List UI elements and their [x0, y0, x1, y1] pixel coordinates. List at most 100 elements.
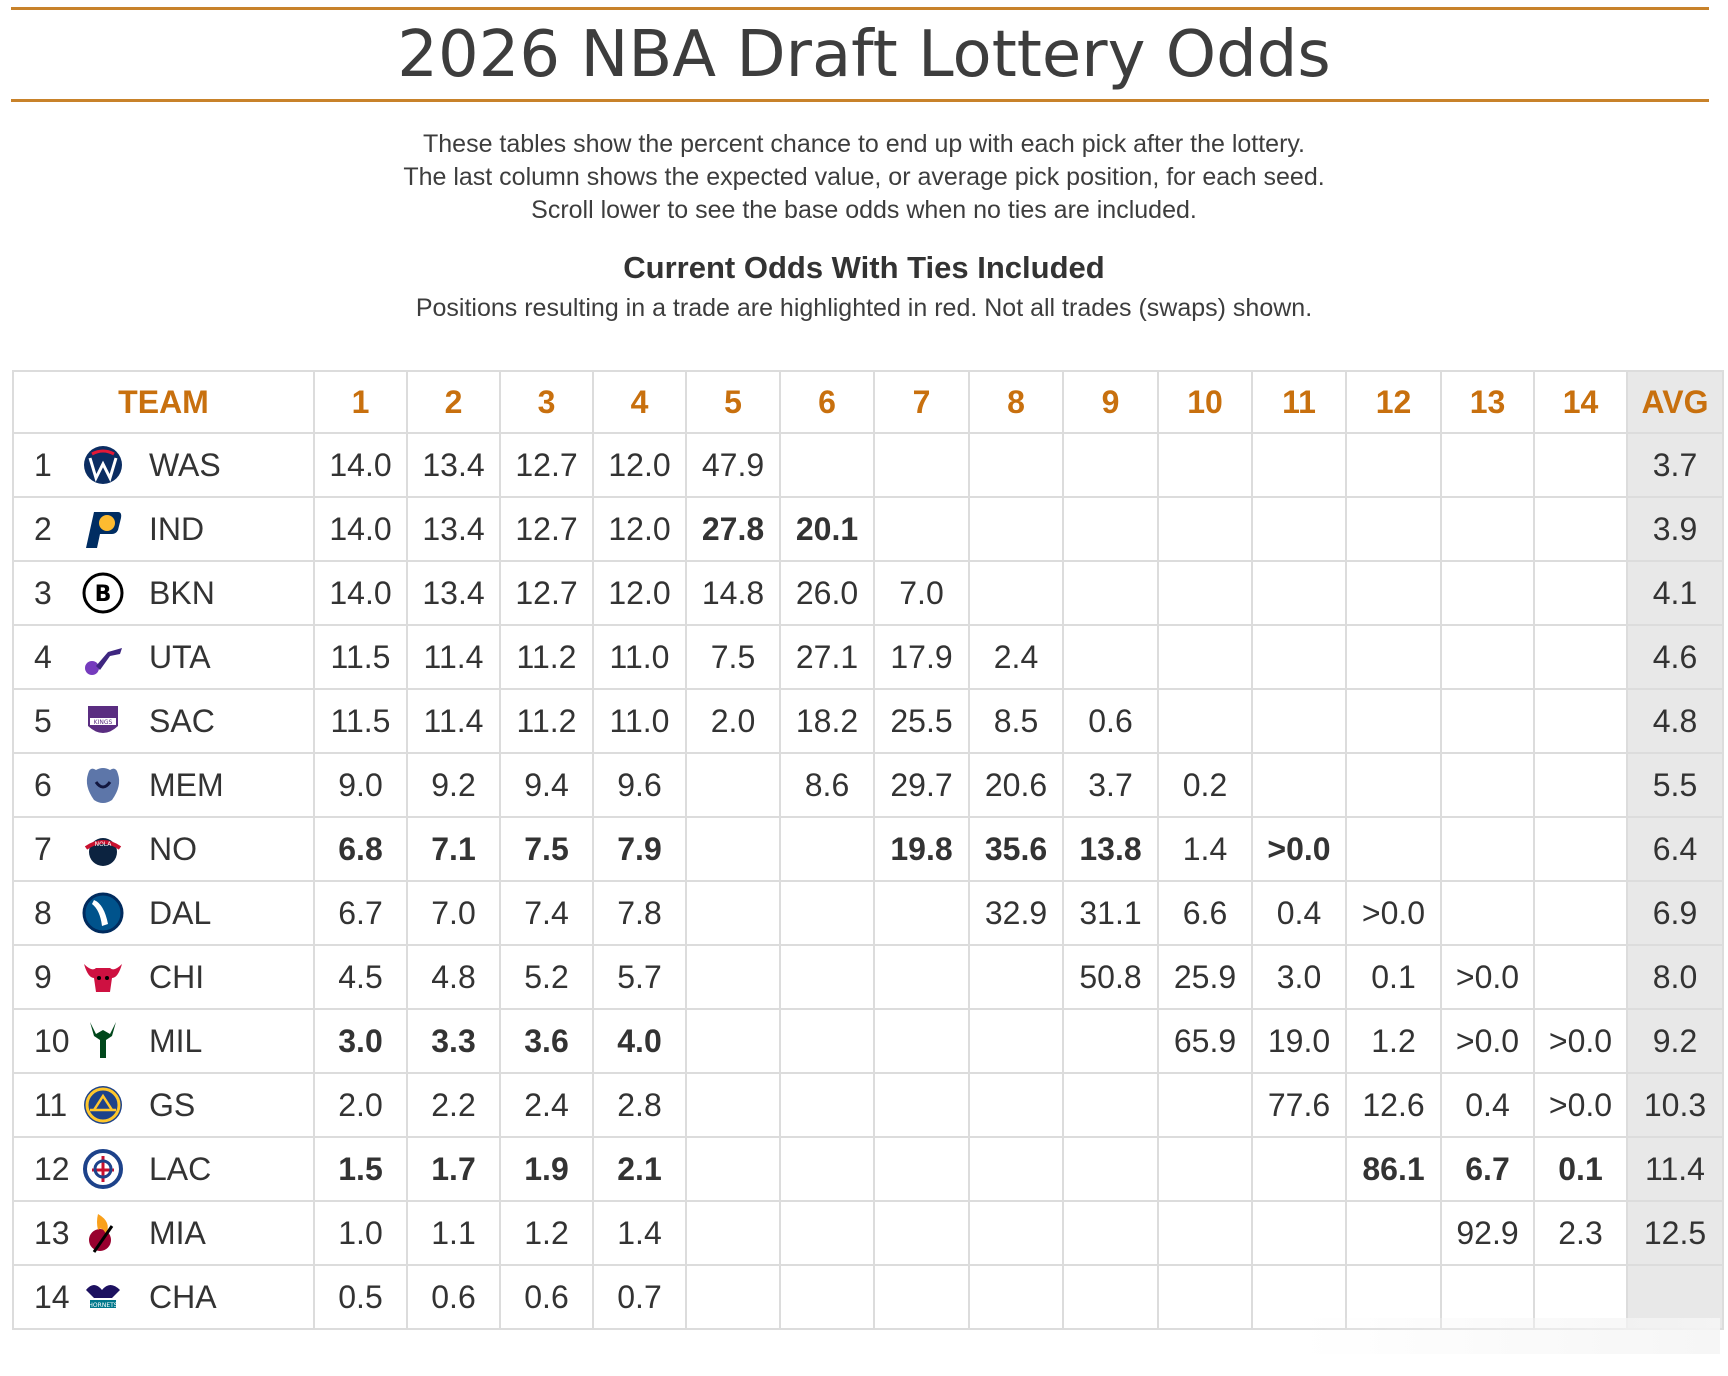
pick-odds-cell [779, 1136, 875, 1202]
pick-odds-cell: 25.5 [873, 688, 970, 754]
pick-odds-cell [1440, 624, 1535, 690]
pick-odds-cell [1533, 496, 1628, 562]
pick-odds-cell: 1.5 [313, 1136, 408, 1202]
pick-odds-cell: 6.7 [1440, 1136, 1535, 1202]
pick-odds-cell: 1.9 [499, 1136, 594, 1202]
seed-number: 9 [34, 958, 52, 995]
pick-odds-cell: 12.0 [592, 560, 687, 626]
team-info: 14 HORNETS CHA [14, 1266, 313, 1328]
pick-odds-cell [779, 880, 875, 946]
pick-odds-cell: 25.9 [1157, 944, 1253, 1010]
pick-odds-cell: 6.7 [313, 880, 408, 946]
team-abbr: NO [149, 830, 197, 867]
pick-odds-cell [1062, 1264, 1159, 1330]
pick-odds-cell: 2.3 [1533, 1200, 1628, 1266]
team-cell: 5 KINGS SAC [12, 688, 315, 754]
pick-odds-cell: 3.6 [499, 1008, 594, 1074]
pick-odds-cell [1440, 560, 1535, 626]
pick-odds-cell [873, 1008, 970, 1074]
pick-odds-cell: 27.8 [685, 496, 781, 562]
heat-logo-icon [79, 1209, 127, 1257]
pick-odds-cell: 0.1 [1345, 944, 1442, 1010]
pick-odds-cell: 3.0 [1251, 944, 1347, 1010]
team-cell: 7 NOLA NO [12, 816, 315, 882]
pick-odds-cell: 11.4 [406, 624, 501, 690]
seed-number: 5 [34, 702, 52, 739]
pick-odds-cell: 29.7 [873, 752, 970, 818]
avg-pick-cell: 5.5 [1626, 752, 1724, 818]
avg-pick-cell: 6.9 [1626, 880, 1724, 946]
seed-number: 3 [34, 574, 52, 611]
pick-odds-cell: 5.7 [592, 944, 687, 1010]
pick-header: 4 [592, 370, 687, 434]
team-row-was: 1 WAS 14.0 13.4 12.7 12.0 47.9 3.7 [12, 432, 1724, 498]
pick-odds-cell [1345, 1200, 1442, 1266]
team-cell: 6 MEM [12, 752, 315, 818]
pick-odds-cell [1533, 944, 1628, 1010]
pick-odds-cell: 12.7 [499, 432, 594, 498]
pick-odds-cell: 35.6 [968, 816, 1064, 882]
pick-odds-cell: 17.9 [873, 624, 970, 690]
pick-odds-cell [1440, 688, 1535, 754]
team-row-dal: 8 DAL 6.7 7.0 7.4 7.8 32.9 31.1 6.6 0.4 >0.0 6.9 [12, 880, 1724, 946]
pick-odds-cell: 14.8 [685, 560, 781, 626]
team-info: 9 CHI [14, 946, 313, 1008]
team-abbr: CHA [149, 1278, 217, 1315]
pick-odds-cell: 12.0 [592, 496, 687, 562]
team-info: 8 DAL [14, 882, 313, 944]
pick-header: 13 [1440, 370, 1535, 434]
pick-odds-cell [685, 1264, 781, 1330]
pick-odds-cell [1345, 496, 1442, 562]
team-info: 11 GS [14, 1074, 313, 1136]
pick-odds-cell: 0.1 [1533, 1136, 1628, 1202]
pick-odds-cell [1533, 432, 1628, 498]
pick-odds-cell: 13.8 [1062, 816, 1159, 882]
seed-number: 1 [34, 446, 52, 483]
pick-odds-cell [779, 1072, 875, 1138]
avg-pick-cell: 8.0 [1626, 944, 1724, 1010]
pick-odds-cell: 2.0 [313, 1072, 408, 1138]
pick-odds-cell: 50.8 [1062, 944, 1159, 1010]
team-abbr: SAC [149, 702, 215, 739]
pick-odds-cell [1157, 432, 1253, 498]
team-row-no: 7 NOLA NO 6.8 7.1 7.5 7.9 19.8 35.6 13.8 1.4 >0.0 6.… [12, 816, 1724, 882]
team-abbr: MIA [149, 1214, 206, 1251]
pick-odds-cell [1251, 432, 1347, 498]
team-row-mia: 13 MIA 1.0 1.1 1.2 1.4 92.9 2.3 12.5 [12, 1200, 1724, 1266]
pick-header: 2 [406, 370, 501, 434]
pick-header: 6 [779, 370, 875, 434]
pick-odds-cell [779, 1008, 875, 1074]
pick-odds-cell [968, 944, 1064, 1010]
pick-odds-cell: 77.6 [1251, 1072, 1347, 1138]
wizards-logo-icon [79, 441, 127, 489]
pick-odds-cell [1440, 816, 1535, 882]
team-header: TEAM [12, 370, 315, 434]
pick-odds-cell: 14.0 [313, 496, 408, 562]
hornets-logo-icon: HORNETS [79, 1273, 127, 1321]
team-abbr: CHI [149, 958, 205, 995]
svg-text:NOLA: NOLA [95, 841, 113, 848]
pick-header: 14 [1533, 370, 1628, 434]
pick-header: 7 [873, 370, 970, 434]
pick-odds-cell: >0.0 [1345, 880, 1442, 946]
team-row-mil: 10 MIL 3.0 3.3 3.6 4.0 65.9 19.0 1.2 >0.0 >0.0 9.2 [12, 1008, 1724, 1074]
pick-odds-cell: 1.2 [499, 1200, 594, 1266]
avg-pick-cell: 4.6 [1626, 624, 1724, 690]
pick-odds-cell [685, 944, 781, 1010]
pick-odds-cell [1251, 1136, 1347, 1202]
team-cell: 8 DAL [12, 880, 315, 946]
svg-text:B: B [95, 582, 112, 607]
pick-odds-cell: 14.0 [313, 432, 408, 498]
seed-number: 2 [34, 510, 52, 547]
pick-odds-cell: 7.1 [406, 816, 501, 882]
pick-odds-cell: 2.2 [406, 1072, 501, 1138]
team-info: 13 MIA [14, 1202, 313, 1264]
avg-pick-cell: 9.2 [1626, 1008, 1724, 1074]
pick-odds-cell [779, 1264, 875, 1330]
pick-header: 11 [1251, 370, 1347, 434]
pick-odds-cell: 12.7 [499, 560, 594, 626]
pick-odds-cell [873, 496, 970, 562]
pick-odds-cell [968, 1200, 1064, 1266]
team-cell: 11 GS [12, 1072, 315, 1138]
pick-odds-cell [1440, 880, 1535, 946]
